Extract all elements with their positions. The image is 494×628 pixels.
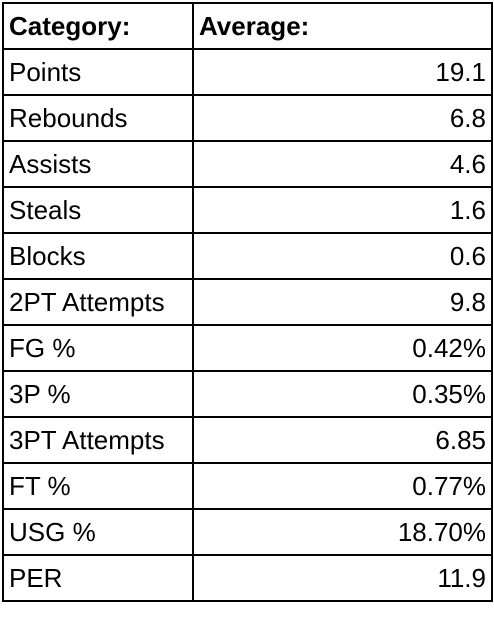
category-cell: Rebounds xyxy=(2,94,194,142)
table-row: FG % 0.42% xyxy=(2,324,493,372)
header-category: Category: xyxy=(2,2,194,50)
average-cell: 4.6 xyxy=(192,140,493,188)
category-cell: FG % xyxy=(2,324,194,372)
category-cell: FT % xyxy=(2,462,194,510)
table-row: Assists 4.6 xyxy=(2,140,493,188)
category-cell: Assists xyxy=(2,140,194,188)
table-row: 3PT Attempts 6.85 xyxy=(2,416,493,464)
category-cell: 3P % xyxy=(2,370,194,418)
category-cell: 2PT Attempts xyxy=(2,278,194,326)
average-cell: 0.35% xyxy=(192,370,493,418)
category-cell: Steals xyxy=(2,186,194,234)
average-cell: 6.8 xyxy=(192,94,493,142)
header-row: Category: Average: xyxy=(2,2,493,50)
table-row: Rebounds 6.8 xyxy=(2,94,493,142)
average-cell: 1.6 xyxy=(192,186,493,234)
category-cell: 3PT Attempts xyxy=(2,416,194,464)
average-cell: 11.9 xyxy=(192,554,493,602)
average-cell: 0.6 xyxy=(192,232,493,280)
average-cell: 0.77% xyxy=(192,462,493,510)
category-cell: PER xyxy=(2,554,194,602)
category-cell: Blocks xyxy=(2,232,194,280)
table-row: PER 11.9 xyxy=(2,554,493,602)
table-row: 3P % 0.35% xyxy=(2,370,493,418)
average-cell: 19.1 xyxy=(192,48,493,96)
stats-table: Category: Average: Points 19.1 Rebounds … xyxy=(2,2,493,602)
header-average: Average: xyxy=(192,2,493,50)
table-row: Blocks 0.6 xyxy=(2,232,493,280)
average-cell: 6.85 xyxy=(192,416,493,464)
category-cell: Points xyxy=(2,48,194,96)
category-cell: USG % xyxy=(2,508,194,556)
average-cell: 18.70% xyxy=(192,508,493,556)
table-row: FT % 0.77% xyxy=(2,462,493,510)
table-row: 2PT Attempts 9.8 xyxy=(2,278,493,326)
table-row: Steals 1.6 xyxy=(2,186,493,234)
average-cell: 9.8 xyxy=(192,278,493,326)
average-cell: 0.42% xyxy=(192,324,493,372)
table-row: USG % 18.70% xyxy=(2,508,493,556)
table-row: Points 19.1 xyxy=(2,48,493,96)
